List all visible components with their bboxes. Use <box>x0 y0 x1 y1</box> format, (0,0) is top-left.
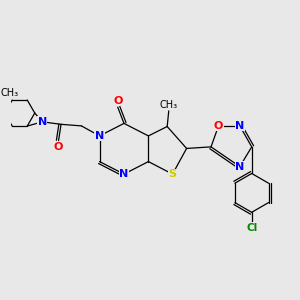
Text: N: N <box>235 121 244 131</box>
Text: O: O <box>54 142 63 152</box>
Text: Cl: Cl <box>246 223 257 233</box>
Text: O: O <box>214 121 223 131</box>
Text: N: N <box>95 131 104 141</box>
Text: N: N <box>119 169 129 179</box>
Text: CH₃: CH₃ <box>0 88 19 98</box>
Text: N: N <box>38 117 47 127</box>
Text: N: N <box>235 162 244 172</box>
Text: S: S <box>169 169 176 179</box>
Text: O: O <box>113 96 122 106</box>
Text: CH₃: CH₃ <box>160 100 178 110</box>
